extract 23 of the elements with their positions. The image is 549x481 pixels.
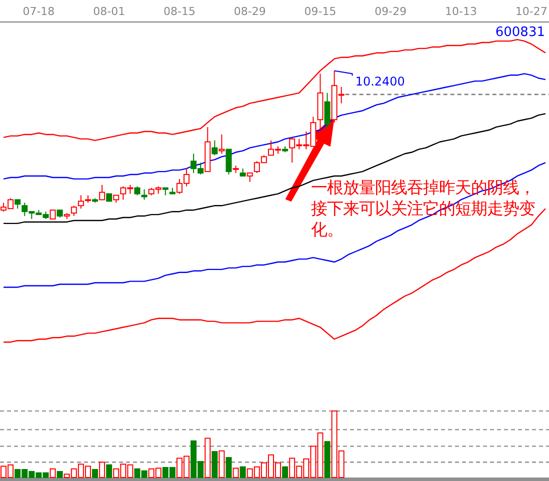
chart-title: 600831 [495,25,545,40]
bar [282,466,288,478]
bar [226,457,232,478]
bar [324,441,330,478]
x-tick-label: 09-15 [304,5,336,18]
annotation: 10.2400 [355,74,405,89]
bar [56,471,63,478]
x-tick-label: 09-29 [374,5,407,18]
x-tick-label: 10-13 [445,5,478,18]
bar [240,466,246,478]
x-tick-label: 10-27 [515,5,548,18]
x-tick-label: 08-15 [163,5,196,18]
bar [92,469,98,478]
bar [218,450,225,478]
bar [212,451,218,478]
x-tick-label: 08-29 [234,5,266,18]
x-tick-label: 08-01 [93,5,126,18]
x-tick-label: 07-18 [22,5,55,18]
bar [99,462,106,478]
bar [204,438,211,478]
bar [50,468,56,478]
bar [232,468,239,478]
bar [106,464,112,478]
